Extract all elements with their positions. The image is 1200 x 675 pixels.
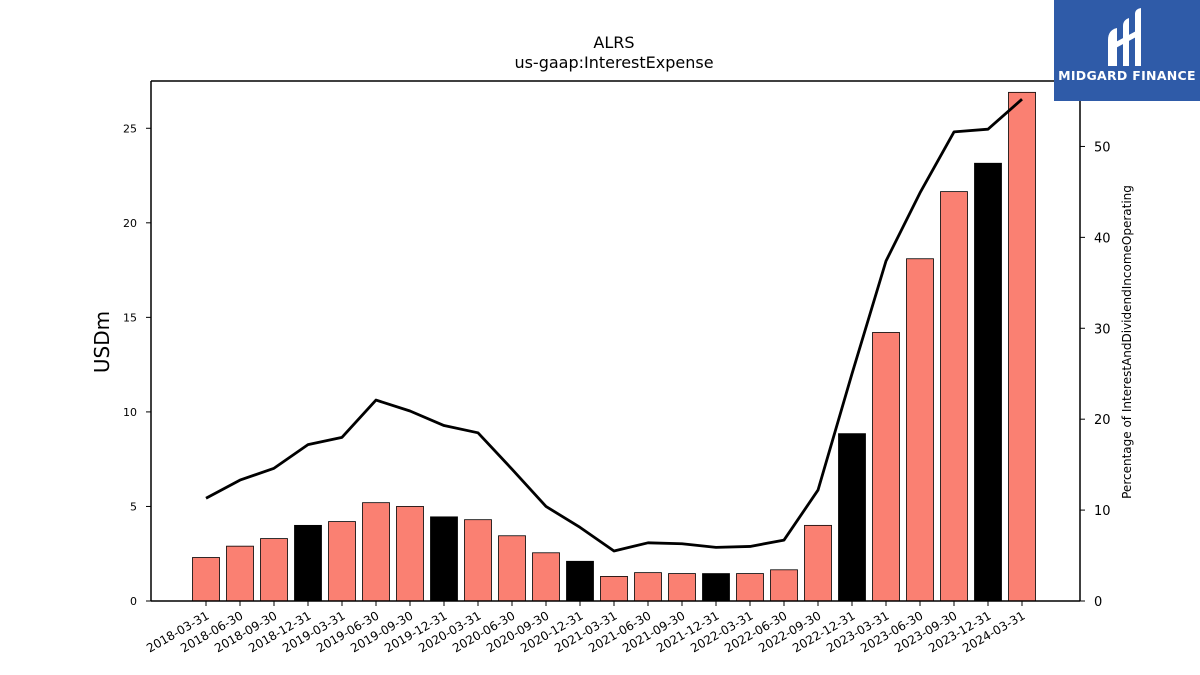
bar bbox=[498, 535, 526, 602]
bar bbox=[906, 258, 934, 602]
line-layer bbox=[205, 98, 1023, 553]
bar bbox=[1008, 91, 1036, 602]
y-tick-label: 20 bbox=[123, 217, 137, 230]
y2-tick-label: 30 bbox=[1094, 322, 1111, 337]
y2-tick-label: 20 bbox=[1094, 413, 1111, 428]
bar bbox=[668, 573, 696, 602]
y-tick-label: 5 bbox=[130, 500, 137, 513]
bar bbox=[872, 332, 900, 602]
bar bbox=[396, 506, 424, 602]
bar bbox=[566, 560, 594, 602]
midgard-logo-icon bbox=[1108, 8, 1141, 66]
series-line bbox=[205, 98, 1023, 553]
bar bbox=[464, 519, 492, 602]
bar bbox=[260, 538, 288, 602]
bar bbox=[328, 521, 356, 602]
bar bbox=[634, 572, 662, 602]
bar bbox=[294, 524, 322, 602]
chart-subtitle: us-gaap:InterestExpense bbox=[514, 53, 713, 72]
bar bbox=[430, 516, 458, 602]
bar bbox=[974, 162, 1002, 602]
bar bbox=[804, 524, 832, 602]
y-tick-label: 25 bbox=[123, 122, 137, 135]
bars-layer bbox=[192, 91, 1036, 602]
bar bbox=[192, 557, 220, 602]
axes-layer bbox=[150, 80, 1081, 602]
bar bbox=[226, 545, 254, 602]
y2-axis-label: Percentage of InterestAndDividendIncomeO… bbox=[1120, 185, 1134, 499]
bar bbox=[940, 191, 968, 602]
y2-tick-label: 10 bbox=[1094, 504, 1111, 519]
bar bbox=[362, 502, 390, 602]
bar bbox=[770, 569, 798, 602]
bar bbox=[736, 573, 764, 602]
y-tick-label: 0 bbox=[130, 595, 137, 608]
y-tick-label: 15 bbox=[123, 311, 137, 324]
y-axis-label: USDm bbox=[90, 311, 114, 373]
bar bbox=[702, 573, 730, 602]
brand-logo: MIDGARD FINANCE bbox=[1054, 0, 1200, 101]
y-tick-label: 10 bbox=[123, 406, 137, 419]
chart-title: ALRS bbox=[593, 33, 634, 52]
y2-tick-label: 50 bbox=[1094, 140, 1111, 155]
bar bbox=[600, 576, 628, 602]
logo-text: MIDGARD FINANCE bbox=[1058, 68, 1196, 83]
bar bbox=[532, 552, 560, 602]
y2-tick-label: 0 bbox=[1094, 595, 1102, 610]
y2-tick-label: 40 bbox=[1094, 231, 1111, 246]
bar bbox=[838, 433, 866, 602]
